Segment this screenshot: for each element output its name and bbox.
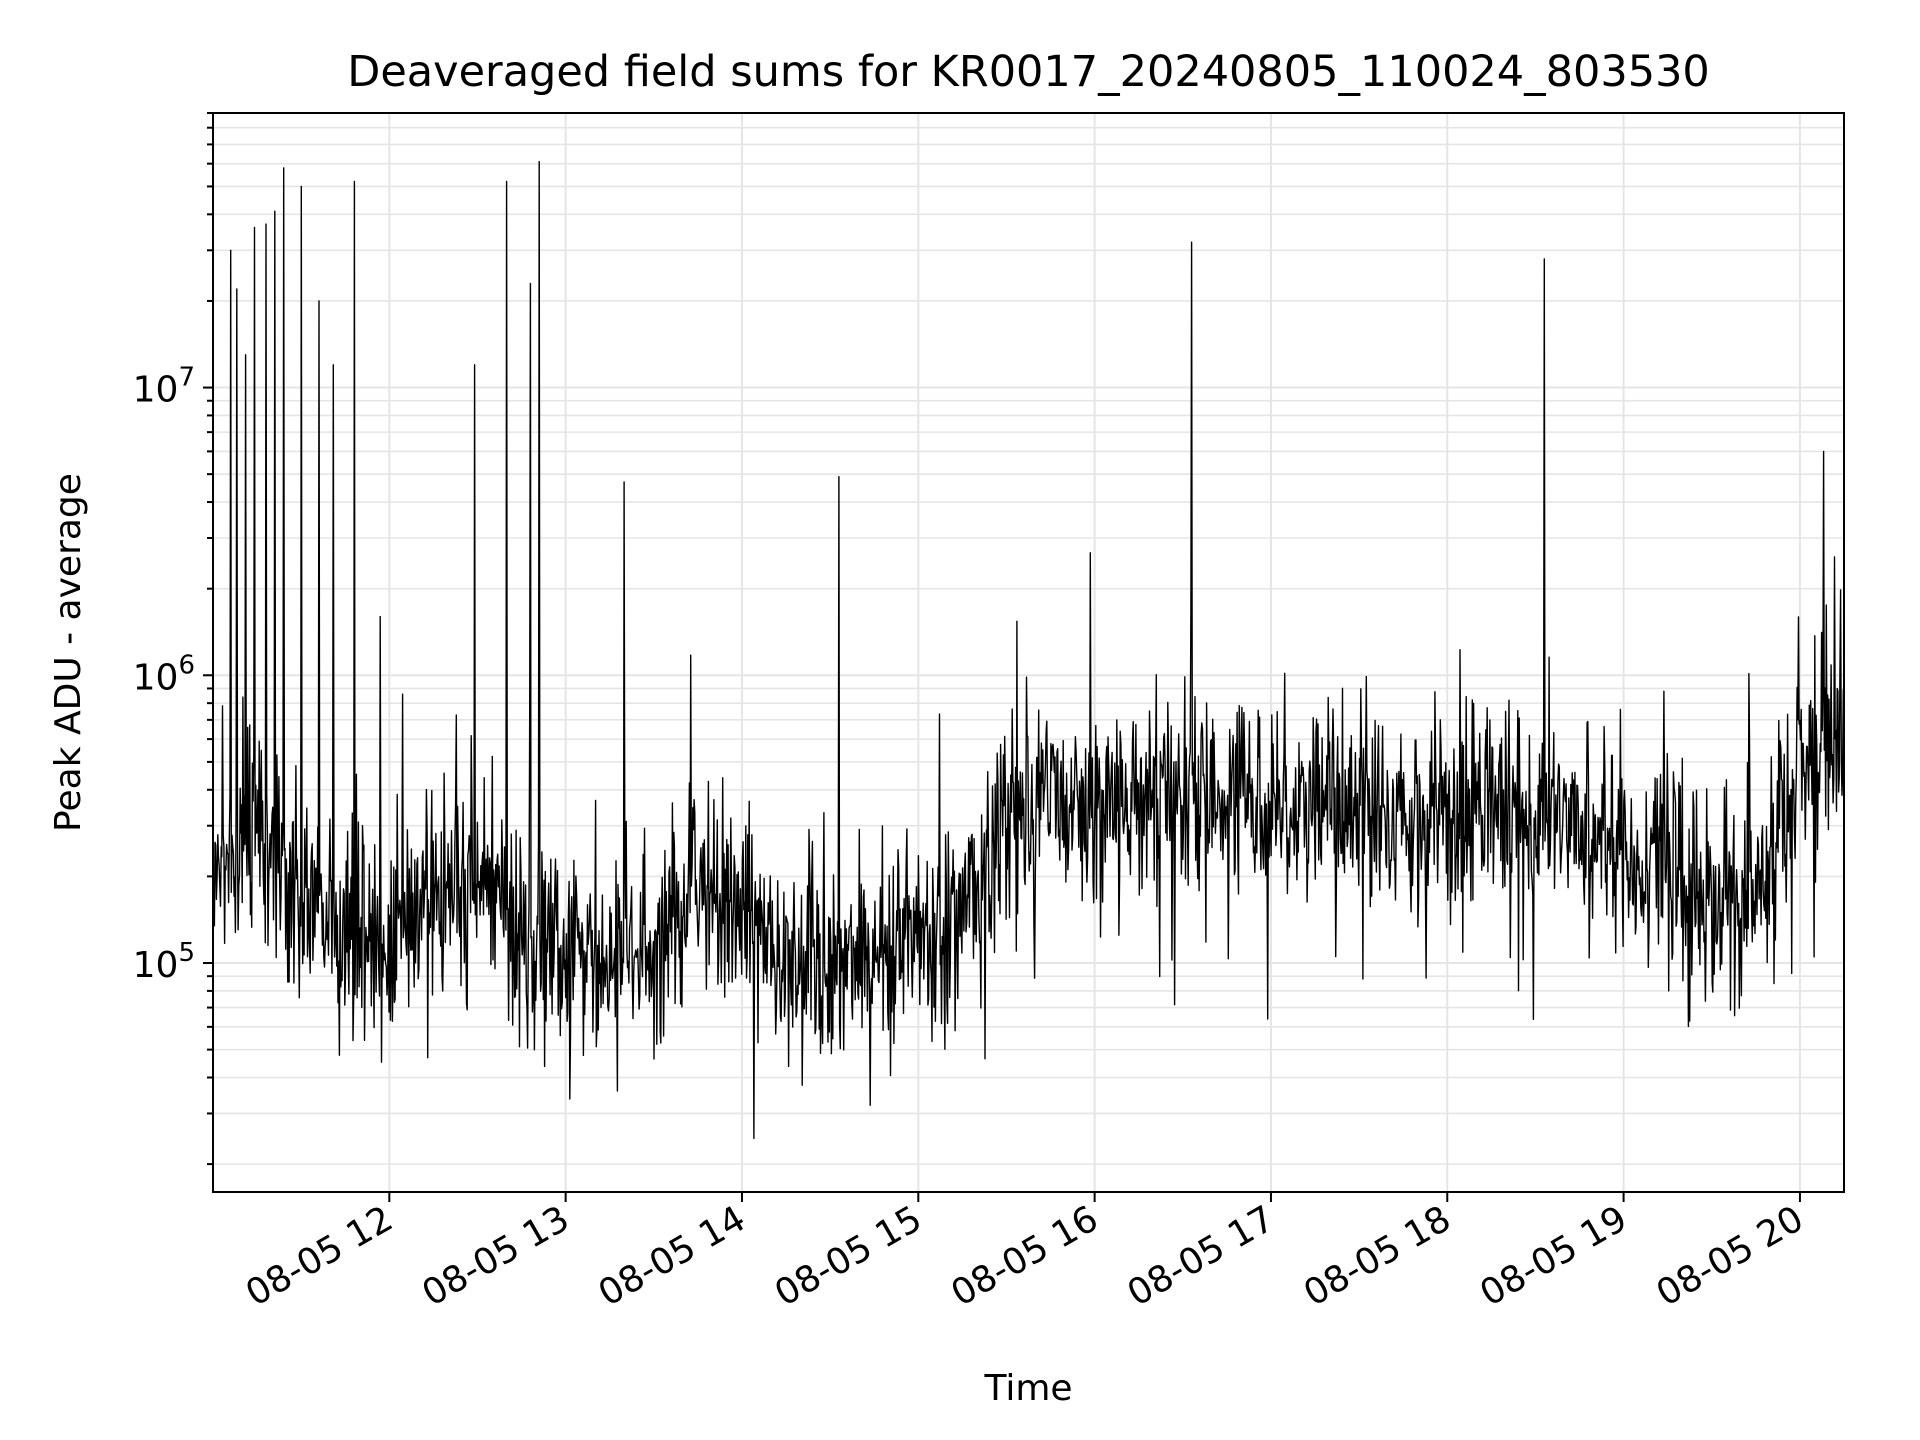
y-tick-exponent: 5 <box>178 938 195 968</box>
x-axis-label: Time <box>983 1368 1072 1409</box>
y-axis-label: Peak ADU - average <box>48 473 89 832</box>
y-tick-label: 105 <box>133 938 195 986</box>
y-tick-base: 10 <box>133 945 179 986</box>
y-tick-label: 106 <box>133 650 195 698</box>
y-tick-base: 10 <box>133 657 179 698</box>
series-line <box>212 160 1845 1140</box>
chart-title: Deaveraged field sums for KR0017_2024080… <box>347 47 1710 97</box>
y-tick-exponent: 6 <box>178 650 195 680</box>
plot-data-layer <box>212 160 1845 1140</box>
y-tick-base: 10 <box>133 370 179 411</box>
y-tick-exponent: 7 <box>178 363 195 393</box>
plot-frame <box>212 112 1845 1193</box>
y-tick-label: 107 <box>133 363 195 411</box>
